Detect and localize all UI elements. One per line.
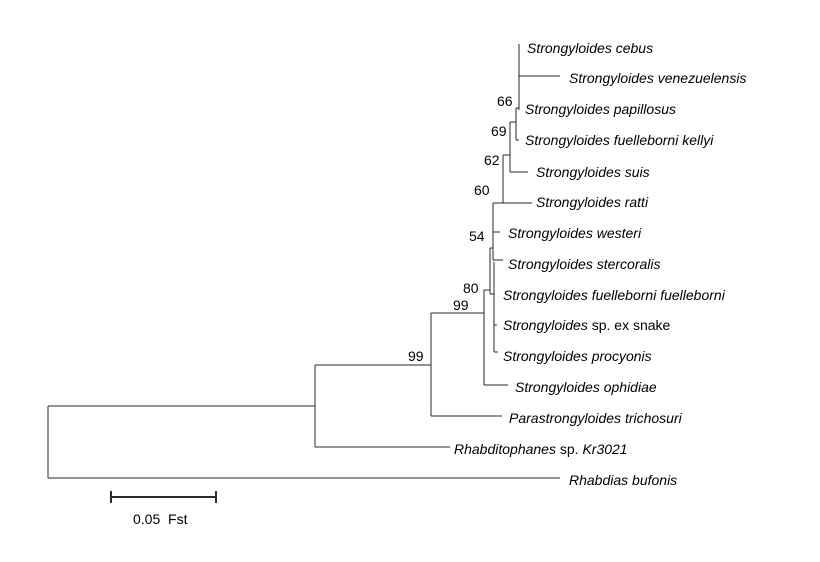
scale-bar-label: 0.05 Fst (133, 511, 188, 527)
taxon-label-part: Strongyloides fuelleborni kellyi (525, 132, 714, 148)
taxon-label-papillosus: Strongyloides papillosus (525, 101, 676, 117)
taxon-label-westeri: Strongyloides westeri (508, 225, 642, 241)
taxon-label-part: Strongyloides suis (536, 164, 650, 180)
taxon-label-sp-ex-snake: Strongyloides sp. ex snake (503, 317, 671, 333)
taxon-label-rhabditophanes: Rhabditophanes sp. Kr3021 (454, 441, 628, 457)
taxon-label-part: sp. (556, 441, 582, 457)
taxon-label-part: Strongyloides (503, 317, 588, 333)
support-value: 54 (469, 228, 485, 244)
taxon-label-part: sp. ex snake (588, 317, 671, 333)
support-value: 69 (491, 123, 507, 139)
taxon-label-ophidiae: Strongyloides ophidiae (515, 379, 657, 395)
support-value: 99 (453, 297, 469, 313)
support-labels: 66 69 62 60 54 80 99 99 (408, 93, 513, 364)
taxon-label-part: Strongyloides westeri (508, 225, 642, 241)
taxon-label-part: Parastrongyloides trichosuri (509, 410, 683, 426)
taxon-label-cebus: Strongyloides cebus (527, 40, 653, 56)
taxon-label-part: Kr3021 (582, 441, 627, 457)
support-value: 99 (408, 348, 424, 364)
taxon-label-part: Rhabdias bufonis (569, 472, 677, 488)
support-value: 80 (463, 280, 479, 296)
taxon-label-ratti: Strongyloides ratti (536, 194, 649, 210)
taxon-labels: Strongyloides cebus Strongyloides venezue… (454, 40, 746, 488)
taxon-label-parastrongyloides: Parastrongyloides trichosuri (509, 410, 683, 426)
taxon-label-part: Strongyloides ratti (536, 194, 649, 210)
taxon-label-part: Strongyloides cebus (527, 40, 653, 56)
taxon-label-part: Strongyloides procyonis (503, 348, 652, 364)
taxon-label-fuelleborni-kellyi: Strongyloides fuelleborni kellyi (525, 132, 714, 148)
scale-bar: 0.05 Fst (110, 491, 217, 527)
support-value: 66 (497, 93, 513, 109)
tree-branches (47, 44, 560, 479)
support-value: 60 (474, 182, 490, 198)
taxon-label-part: Strongyloides fuelleborni fuelleborni (503, 287, 726, 303)
support-value: 62 (484, 152, 500, 168)
taxon-label-part: Strongyloides papillosus (525, 101, 676, 117)
taxon-label-venezuelensis: Strongyloides venezuelensis (569, 70, 746, 86)
taxon-label-part: Strongyloides venezuelensis (569, 70, 746, 86)
taxon-label-rhabdias: Rhabdias bufonis (569, 472, 677, 488)
taxon-label-part: Strongyloides ophidiae (515, 379, 657, 395)
taxon-label-procyonis: Strongyloides procyonis (503, 348, 652, 364)
taxon-label-fuelleborni-fuelleborni: Strongyloides fuelleborni fuelleborni (503, 287, 726, 303)
taxon-label-stercoralis: Strongyloides stercoralis (508, 256, 661, 272)
taxon-label-part: Rhabditophanes (454, 441, 556, 457)
taxon-label-part: Strongyloides stercoralis (508, 256, 661, 272)
taxon-label-suis: Strongyloides suis (536, 164, 650, 180)
